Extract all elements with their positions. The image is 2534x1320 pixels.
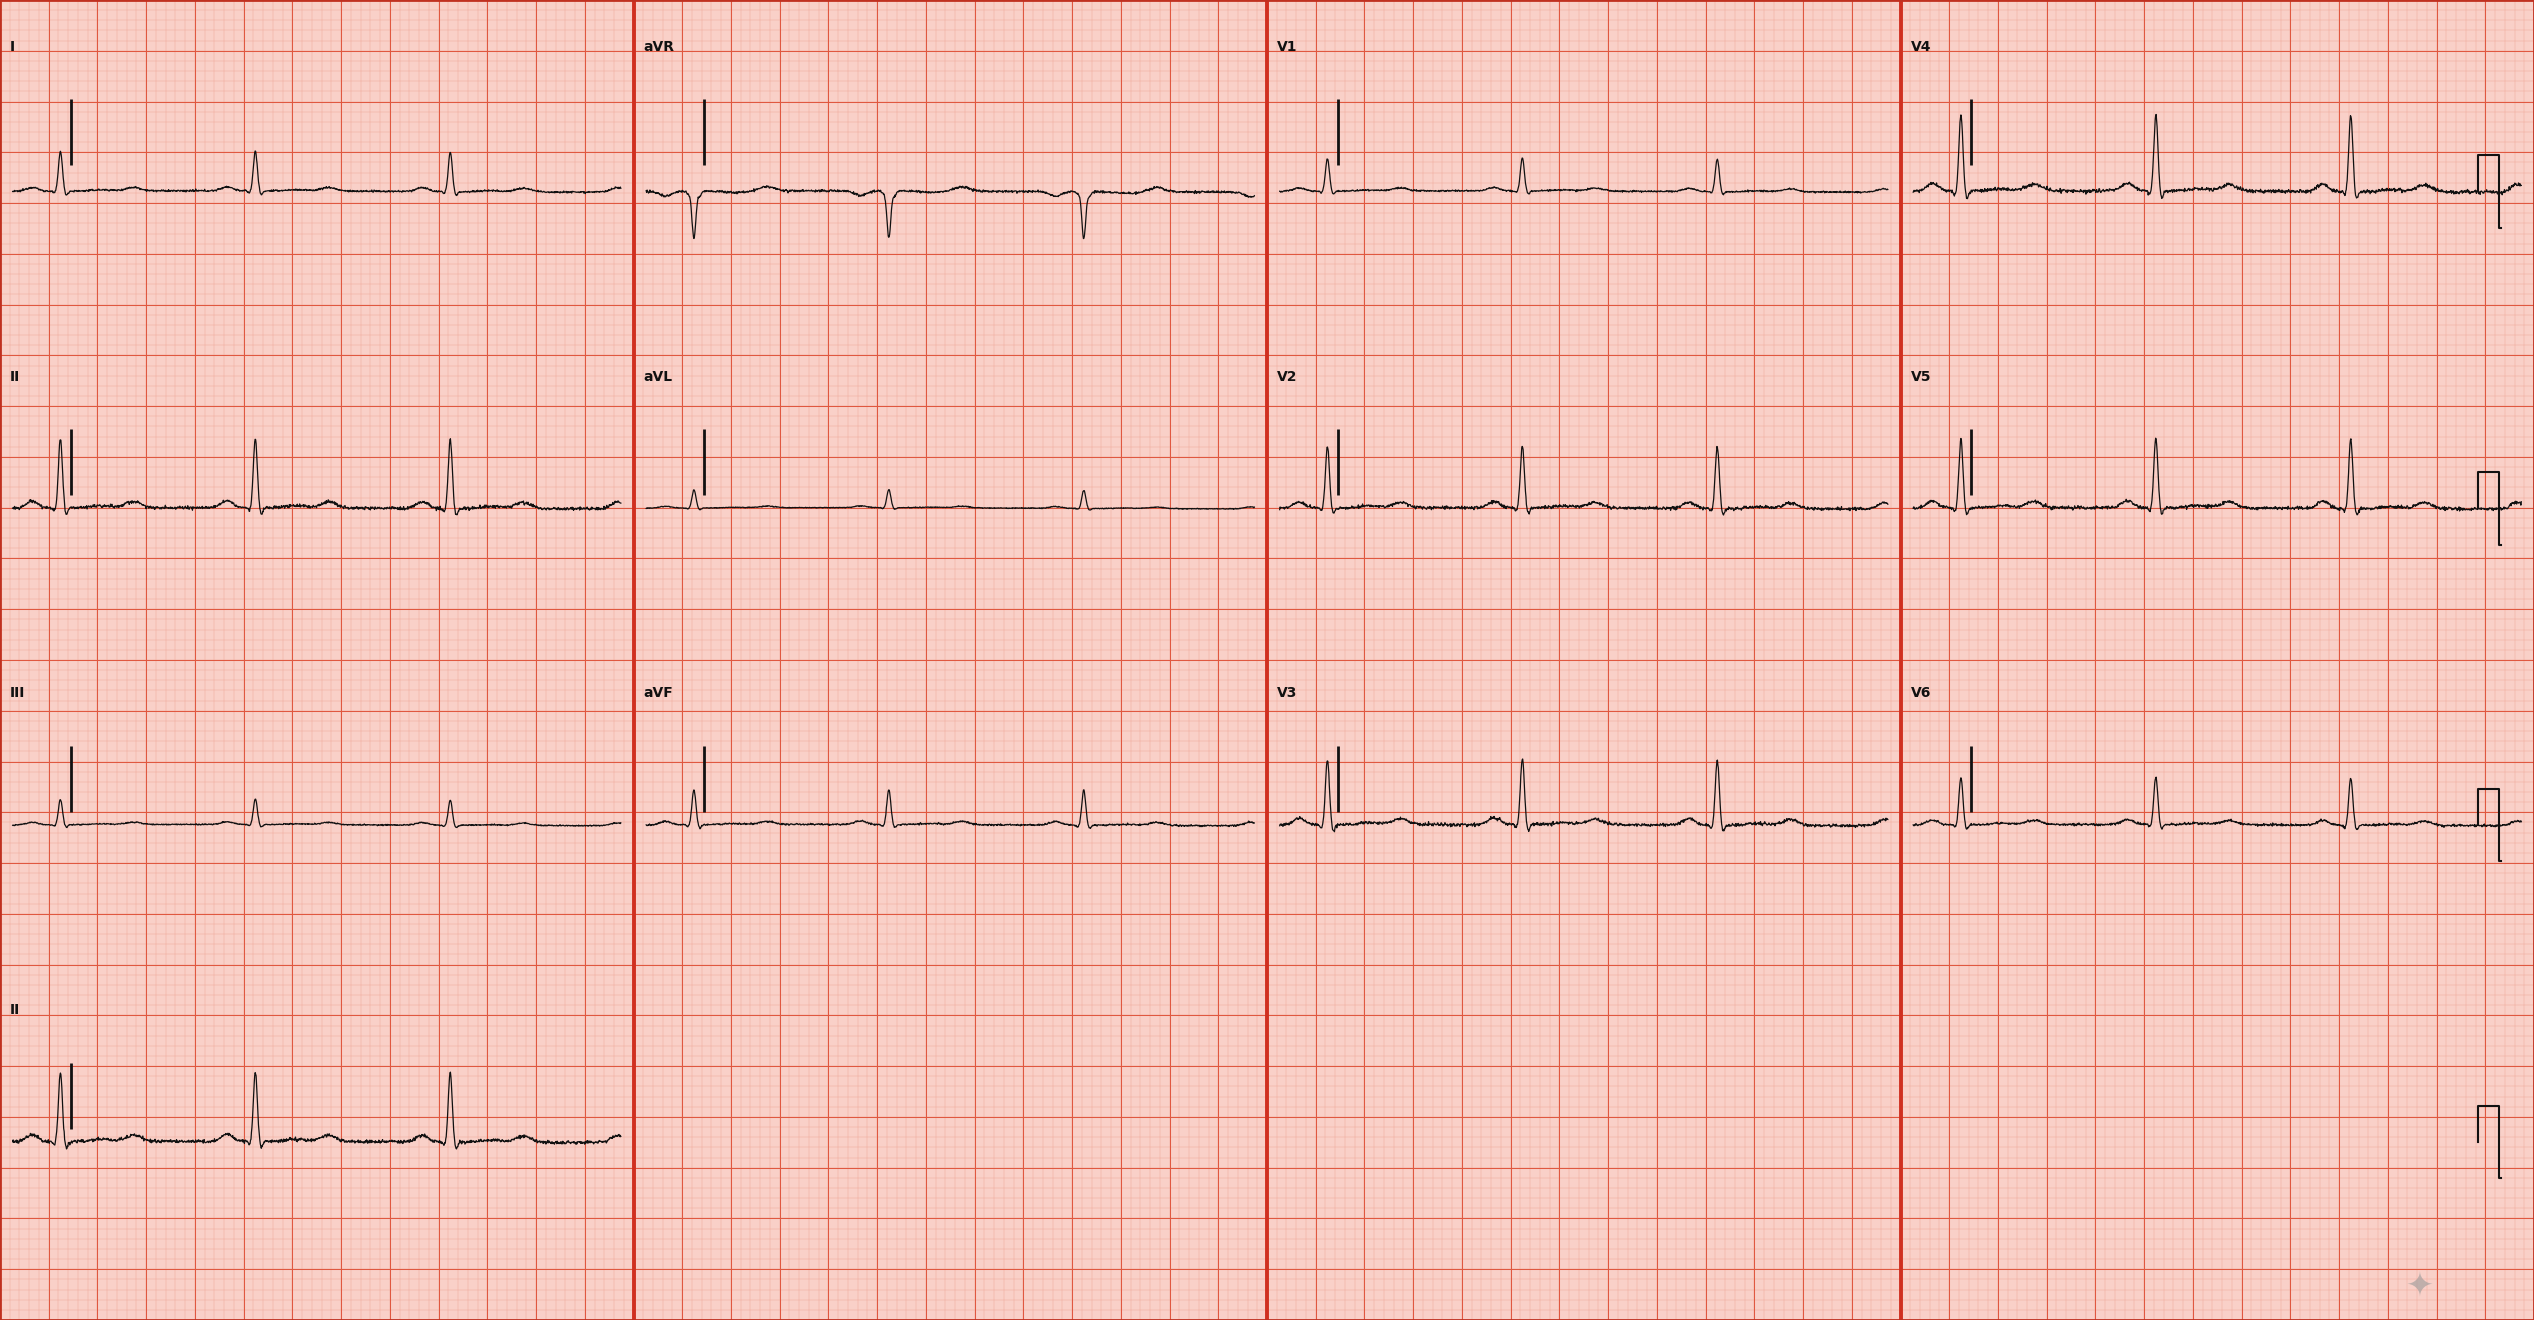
- Text: V2: V2: [1277, 370, 1297, 384]
- Text: V4: V4: [1911, 40, 1931, 54]
- Text: V3: V3: [1277, 686, 1297, 701]
- Text: aVR: aVR: [644, 40, 674, 54]
- Text: II: II: [10, 370, 20, 384]
- Text: V6: V6: [1911, 686, 1931, 701]
- Text: I: I: [10, 40, 15, 54]
- Text: V5: V5: [1911, 370, 1931, 384]
- Text: II: II: [10, 1003, 20, 1018]
- Text: III: III: [10, 686, 25, 701]
- Text: aVL: aVL: [644, 370, 672, 384]
- Text: V1: V1: [1277, 40, 1297, 54]
- Text: aVF: aVF: [644, 686, 674, 701]
- Text: ✦: ✦: [2405, 1270, 2435, 1304]
